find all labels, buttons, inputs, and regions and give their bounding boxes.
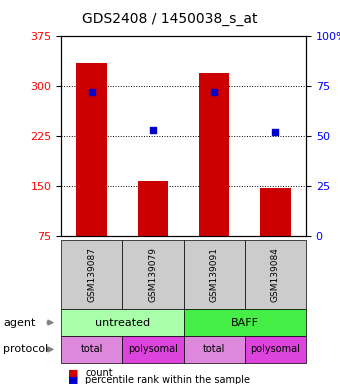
Point — [89, 89, 95, 96]
Point — [211, 89, 217, 96]
Text: GSM139084: GSM139084 — [271, 247, 280, 302]
Text: BAFF: BAFF — [231, 318, 259, 328]
Text: GDS2408 / 1450038_s_at: GDS2408 / 1450038_s_at — [82, 12, 258, 26]
Text: agent: agent — [3, 318, 36, 328]
Text: GSM139087: GSM139087 — [87, 247, 96, 302]
Bar — [138, 181, 168, 236]
Text: ■: ■ — [68, 368, 79, 378]
Text: total: total — [81, 344, 103, 354]
Text: polysomal: polysomal — [128, 344, 178, 354]
Bar — [199, 73, 230, 236]
Point — [273, 129, 278, 136]
Bar — [76, 63, 107, 236]
Text: protocol: protocol — [3, 344, 49, 354]
Text: GSM139079: GSM139079 — [149, 247, 157, 302]
Text: polysomal: polysomal — [251, 344, 300, 354]
Text: total: total — [203, 344, 225, 354]
Bar — [260, 187, 291, 236]
Text: count: count — [85, 368, 113, 378]
Text: GSM139091: GSM139091 — [210, 247, 219, 302]
Text: untreated: untreated — [95, 318, 150, 328]
Text: percentile rank within the sample: percentile rank within the sample — [85, 375, 250, 384]
Point — [150, 127, 156, 133]
Text: ■: ■ — [68, 375, 79, 384]
